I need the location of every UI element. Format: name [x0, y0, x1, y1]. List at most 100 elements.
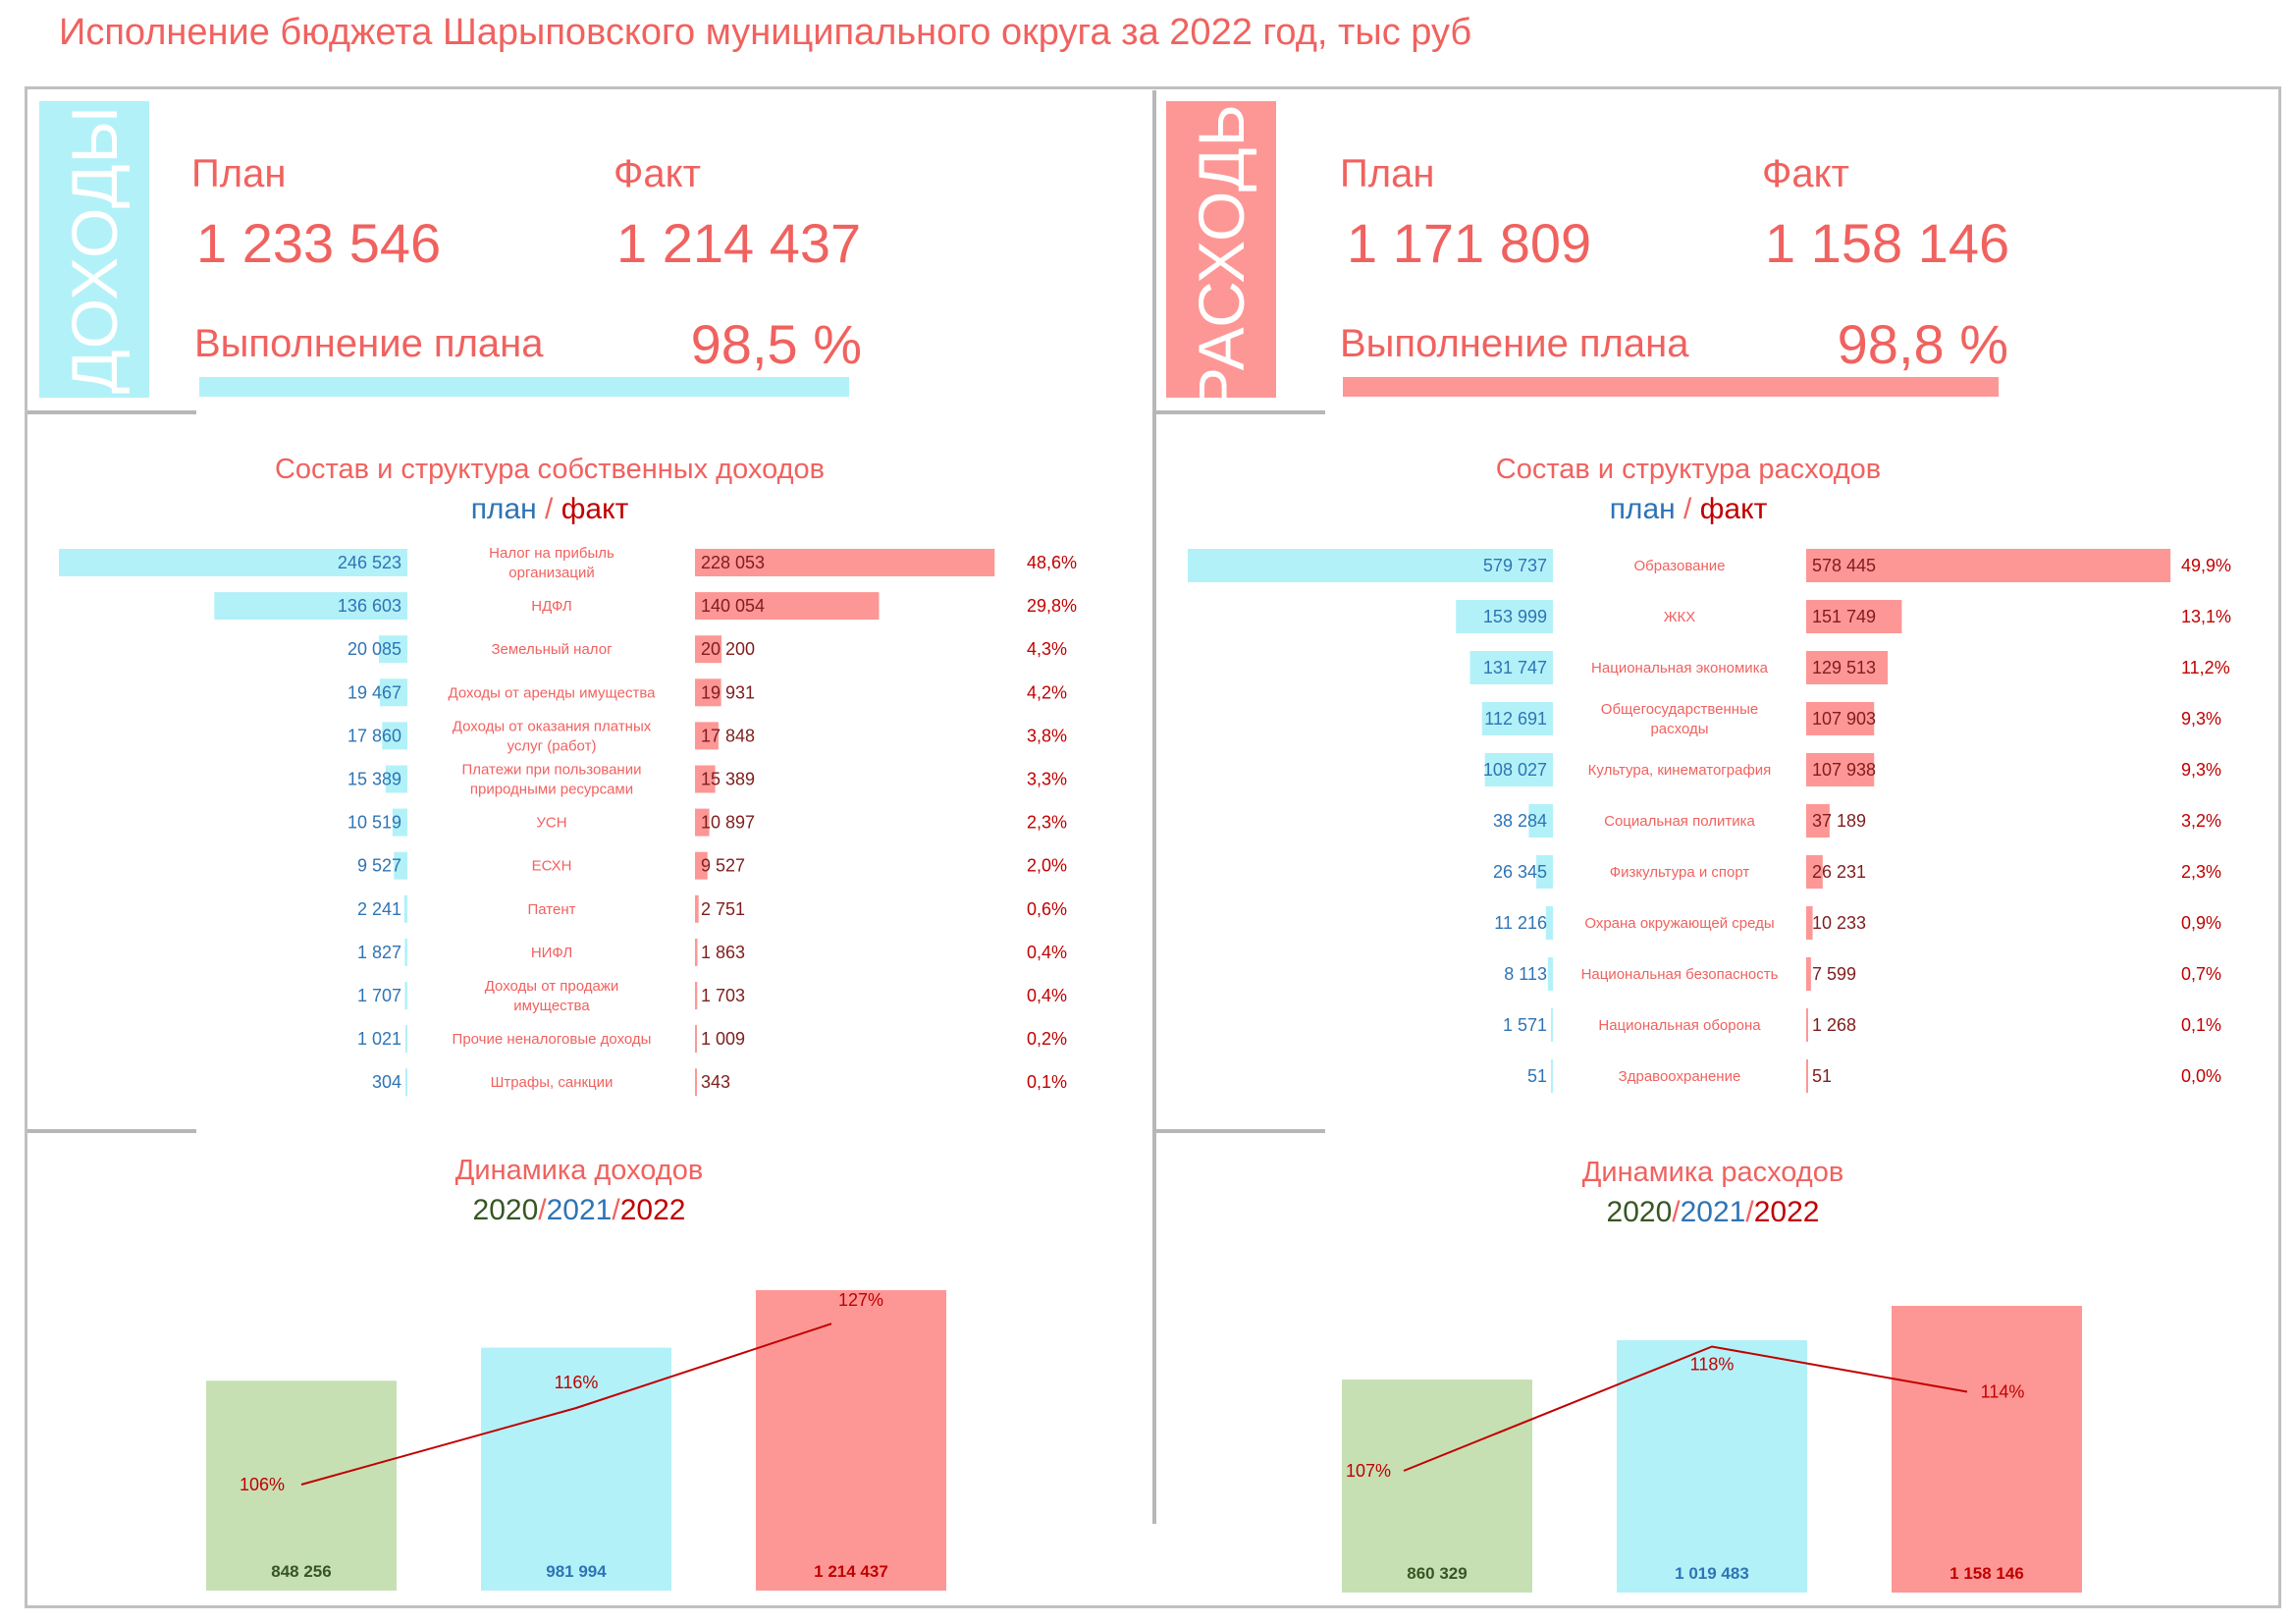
fact-value-label: 1 009 [701, 1029, 745, 1049]
expense-kpi-divider [1156, 410, 1325, 414]
legend-separator: / [1683, 493, 1692, 525]
fact-value-label: 15 389 [701, 770, 755, 789]
plan-bar [1484, 753, 1553, 786]
share-label: 2,0% [1027, 856, 1067, 876]
share-label: 11,2% [2181, 658, 2230, 677]
plan-value-label: 1 021 [357, 1029, 401, 1049]
fact-value-label: 20 200 [701, 639, 755, 659]
income-plan-value: 1 233 546 [196, 212, 442, 274]
bar-value-label: 1 158 146 [1949, 1564, 2024, 1583]
fact-bar [1806, 855, 1823, 889]
plan-value-label: 38 284 [1493, 811, 1547, 831]
share-label: 2,3% [1027, 813, 1067, 833]
plan-value-label: 579 737 [1483, 556, 1547, 575]
income-plan-label: План [191, 152, 287, 195]
plan-value-label: 26 345 [1493, 862, 1547, 882]
plan-value-label: 15 389 [347, 770, 401, 789]
income-execution-track [199, 377, 859, 397]
share-label: 9,3% [2181, 709, 2221, 729]
fact-bar [1806, 549, 2171, 582]
expense-structure-divider [1156, 1129, 1325, 1133]
fact-value-label: 228 053 [701, 553, 765, 572]
plan-bar [405, 1068, 407, 1097]
expense-dynamics-title: Динамика расходов [1581, 1157, 1844, 1188]
fact-value-label: 107 903 [1812, 709, 1876, 729]
bar-value-label: 1 019 483 [1675, 1564, 1749, 1583]
category-label: Платежи при пользовании [462, 762, 642, 779]
legend-year-2020: 2020 [472, 1194, 539, 1226]
expense-tab: РАСХОДЫ [1166, 88, 1276, 410]
plan-value-label: 246 523 [338, 553, 401, 572]
outer-frame [25, 86, 2281, 1608]
legend-year-2021: 2021 [1680, 1196, 1746, 1228]
fact-bar [1806, 600, 1902, 633]
fact-value-label: 37 189 [1812, 811, 1866, 831]
year-bar [1342, 1380, 1532, 1593]
plan-bar [1551, 1008, 1553, 1042]
category-label: НИФЛ [531, 945, 572, 961]
category-label: Земельный налог [491, 641, 613, 658]
income-execution-value: 98,5 % [690, 313, 862, 375]
category-label: имущества [513, 998, 590, 1014]
category-label: Общегосударственные [1601, 701, 1758, 718]
fact-value-label: 26 231 [1812, 862, 1866, 882]
income-dynamics-legend: 2020/2021/2022 [383, 1194, 775, 1227]
plan-value-label: 304 [372, 1072, 401, 1092]
expense-structure-chart: 579 737 578 445 49,9% Образование 153 999 151… [1188, 549, 2231, 1093]
share-label: 2,3% [2181, 862, 2221, 882]
fact-bar [695, 894, 699, 923]
bar-value-label: 848 256 [271, 1562, 331, 1581]
category-label: Доходы от оказания платных [453, 718, 652, 734]
growth-line [300, 1323, 832, 1486]
legend-year-2020: 2020 [1606, 1196, 1673, 1228]
growth-label: 127% [838, 1290, 883, 1310]
fact-bar [1806, 906, 1813, 940]
category-label: природными ресурсами [470, 782, 633, 798]
category-label: НДФЛ [531, 598, 571, 615]
fact-bar [695, 1068, 697, 1097]
page-title: Исполнение бюджета Шарыповского муниципа… [59, 12, 1472, 53]
fact-bar [695, 808, 710, 837]
expense-execution-track [1343, 377, 2006, 397]
bar-value-label: 981 994 [546, 1562, 607, 1581]
fact-value-label: 140 054 [701, 596, 765, 616]
plan-bar [392, 808, 407, 837]
legend-fact: факт [561, 493, 629, 525]
share-label: 49,9% [2181, 556, 2231, 575]
plan-value-label: 136 603 [338, 596, 401, 616]
year-bar [1892, 1306, 2082, 1593]
fact-bar [695, 1025, 697, 1054]
plan-value-label: 10 519 [347, 813, 401, 833]
fact-bar [1806, 1008, 1808, 1042]
income-execution-label: Выполнение плана [194, 322, 544, 365]
legend-plan: план [470, 493, 537, 525]
expense-execution-bar [1343, 377, 1999, 397]
plan-value-label: 20 085 [347, 639, 401, 659]
fact-bar [695, 549, 995, 576]
category-label: УСН [536, 815, 566, 832]
share-label: 48,6% [1027, 553, 1077, 572]
plan-bar [403, 894, 407, 923]
category-label: Физкультура и спорт [1610, 864, 1750, 881]
income-dynamics-title: Динамика доходов [454, 1155, 704, 1186]
expense-plan-label: План [1340, 152, 1435, 195]
share-label: 0,9% [2181, 913, 2221, 933]
left-panel-divider [1152, 90, 1156, 1524]
plan-bar [379, 635, 407, 664]
legend-separator: / [1745, 1196, 1754, 1228]
share-label: 0,1% [2181, 1015, 2221, 1035]
fact-bar [695, 635, 722, 664]
plan-bar [382, 722, 407, 750]
fact-value-label: 129 513 [1812, 658, 1876, 677]
plan-value-label: 19 467 [347, 682, 401, 702]
legend-fact: факт [1699, 493, 1768, 525]
fact-bar [695, 938, 698, 966]
category-label: Патент [528, 901, 576, 918]
fact-bar [1806, 702, 1875, 735]
fact-bar [1806, 804, 1830, 838]
legend-separator: / [1672, 1196, 1681, 1228]
share-label: 29,8% [1027, 596, 1077, 616]
income-structure-legend: план / факт [353, 493, 746, 526]
legend-plan: план [1609, 493, 1676, 525]
plan-bar [1536, 855, 1553, 889]
